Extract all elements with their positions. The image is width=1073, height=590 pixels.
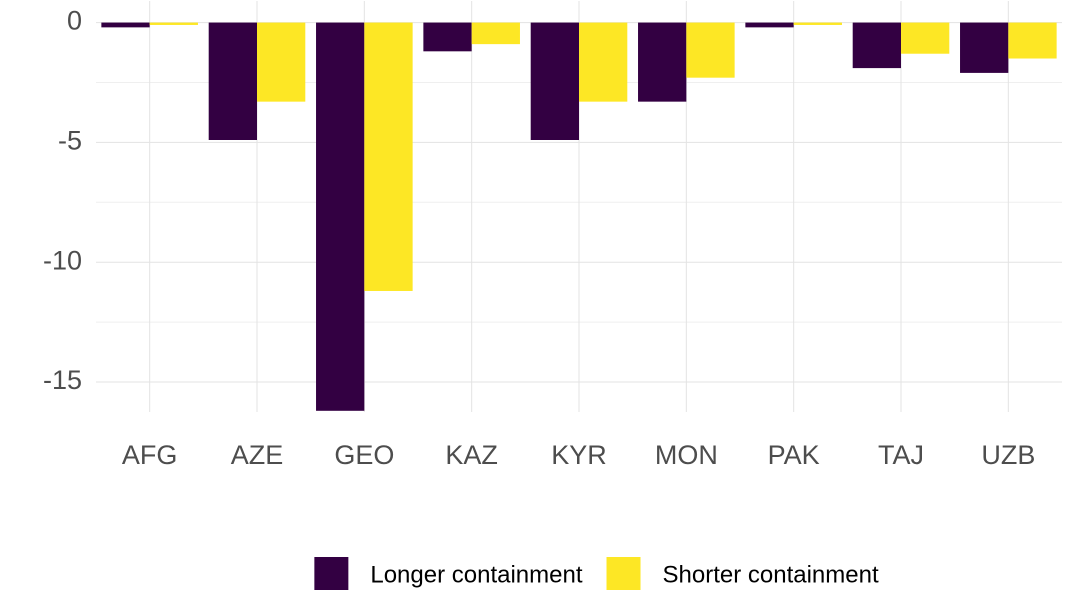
legend-label: Shorter containment: [663, 561, 879, 588]
y-tick-label: -15: [43, 365, 82, 395]
y-tick-label: -5: [58, 126, 82, 156]
bar: [316, 22, 365, 411]
x-tick-label: AZE: [231, 440, 284, 470]
bar: [579, 22, 628, 102]
bar: [471, 22, 520, 45]
bar: [852, 22, 901, 69]
bar: [793, 22, 842, 25]
y-tick-label: 0: [67, 6, 82, 36]
bar: [257, 22, 306, 102]
x-tick-label: MON: [655, 440, 718, 470]
legend-label: Longer containment: [370, 561, 582, 588]
bar: [901, 22, 950, 54]
bar: [149, 22, 198, 25]
x-tick-label: GEO: [334, 440, 394, 470]
x-tick-label: TAJ: [878, 440, 924, 470]
y-tick-label: -10: [43, 245, 82, 275]
legend-item: Shorter containment: [606, 557, 879, 590]
x-tick-label: UZB: [981, 440, 1035, 470]
x-tick-label: AFG: [122, 440, 178, 470]
bar: [1008, 22, 1057, 59]
bar: [364, 22, 413, 291]
legend-item: Longer containment: [314, 557, 583, 590]
bar: [208, 22, 257, 140]
legend-swatch: [314, 557, 349, 590]
bar: [423, 22, 472, 52]
bar: [745, 22, 794, 28]
bar: [530, 22, 579, 140]
legend-swatch: [606, 557, 641, 590]
legend: Longer containment Shorter containment: [314, 557, 879, 590]
x-tick-label: PAK: [768, 440, 820, 470]
x-tick-label: KYR: [551, 440, 607, 470]
bar: [101, 22, 150, 28]
bar: [960, 22, 1009, 73]
x-tick-label: KAZ: [445, 440, 498, 470]
bar: [638, 22, 687, 102]
bar: [686, 22, 735, 78]
